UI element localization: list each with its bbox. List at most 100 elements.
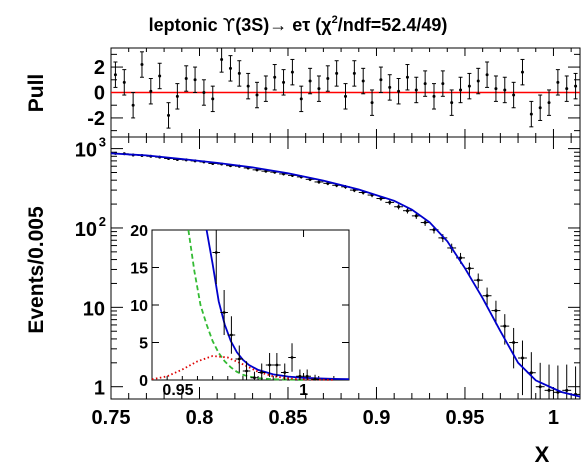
inset-point — [245, 369, 248, 373]
pull-point — [503, 88, 507, 92]
pull-point — [467, 84, 471, 88]
inset-curve-dashed — [187, 229, 304, 381]
pull-point — [476, 79, 480, 83]
main-point — [423, 221, 427, 225]
main-y-axis-label: Events/0.005 — [25, 206, 48, 334]
pull-point — [184, 77, 188, 81]
pull-point — [122, 80, 126, 84]
inset-x-tick-label: 1 — [299, 382, 308, 399]
pull-point — [352, 71, 356, 75]
pull-point — [423, 82, 427, 86]
main-y-tick-exponent: 2 — [99, 214, 106, 229]
pull-point — [131, 103, 135, 107]
pull-point — [211, 97, 215, 101]
inset-y-tick-label: 10 — [130, 298, 148, 315]
pull-point — [175, 94, 179, 98]
inset-curve-solid — [205, 229, 350, 380]
inset-y-tick-label: 15 — [130, 261, 148, 278]
main-y-tick-exponent: 3 — [99, 135, 106, 150]
main-point — [494, 309, 498, 313]
pull-point — [282, 80, 286, 84]
pull-point — [485, 73, 489, 77]
inset-x-tick-label: 0.95 — [162, 382, 193, 399]
main-x-tick-label: 1 — [548, 407, 559, 429]
pull-point — [167, 113, 171, 117]
pull-point — [264, 87, 268, 91]
main-point — [388, 200, 392, 204]
pull-y-tick-label: -2 — [87, 108, 105, 130]
inset-point — [230, 333, 233, 337]
pull-point — [432, 94, 436, 98]
inset-points — [212, 230, 319, 381]
pull-point — [344, 94, 347, 98]
pull-point — [494, 87, 498, 91]
inset-point — [222, 311, 226, 314]
main-x-tick-label: 0.85 — [269, 407, 308, 429]
main-point — [538, 385, 542, 389]
main-point — [317, 180, 321, 184]
main-x-tick-label: 0.9 — [363, 407, 391, 429]
pull-y-axis-label: Pull — [25, 74, 48, 113]
pull-point — [512, 93, 516, 97]
inset-point — [214, 251, 218, 254]
pull-point — [361, 79, 365, 83]
pull-point — [237, 71, 241, 75]
pull-point — [140, 63, 144, 67]
inset-point — [298, 374, 302, 378]
inset-point — [260, 371, 264, 374]
inset-point — [275, 363, 279, 367]
pull-point — [149, 89, 153, 93]
pull-point — [538, 106, 542, 110]
pull-point — [335, 71, 339, 75]
main-point — [547, 388, 551, 392]
pull-point — [397, 89, 401, 93]
main-point — [414, 214, 418, 218]
main-point — [476, 278, 480, 282]
pull-point — [556, 80, 560, 84]
pull-point — [370, 101, 374, 105]
pull-points — [113, 47, 578, 129]
pull-point — [158, 74, 162, 78]
inset-point — [283, 371, 287, 374]
pull-point — [441, 82, 445, 86]
inset-axis-ticks: 0 5 10 15 20 0.95 1 — [130, 223, 350, 399]
pull-point — [326, 77, 330, 81]
inset-point — [290, 356, 294, 359]
pull-point — [220, 57, 224, 61]
pull-point — [520, 70, 524, 74]
main-x-tick-label: 0.8 — [186, 407, 214, 429]
pull-point — [273, 75, 277, 79]
pull-point — [459, 88, 463, 92]
pull-point — [290, 70, 294, 74]
inset-panel: 0 5 10 15 20 0.95 1 — [130, 223, 350, 399]
pull-point — [529, 112, 533, 116]
pull-point — [414, 88, 418, 92]
pull-point — [574, 84, 578, 88]
main-point — [405, 209, 409, 213]
main-point — [467, 266, 471, 270]
inset-curves — [151, 229, 350, 381]
main-point — [397, 205, 401, 209]
main-x-axis-label: X — [535, 442, 550, 467]
main-point — [512, 341, 516, 345]
main-plot-frame — [110, 136, 581, 400]
inset-curve-dotted — [151, 355, 334, 381]
pull-point — [450, 101, 454, 105]
inset-y-tick-label: 5 — [139, 336, 148, 353]
main-fit-curve — [110, 152, 581, 398]
main-x-tick-label: 0.75 — [92, 407, 131, 429]
main-y-tick-label: 10 — [83, 298, 105, 320]
pull-point — [405, 75, 409, 79]
main-point — [529, 371, 533, 375]
inset-point — [253, 376, 256, 380]
pull-y-tick-label: 0 — [94, 83, 105, 105]
main-point — [520, 356, 524, 360]
pull-panel: -2 0 2 Pull — [25, 47, 581, 138]
main-point — [503, 324, 507, 328]
inset-y-tick-label: 20 — [130, 223, 148, 240]
inset-y-tick-label: 0 — [139, 373, 148, 390]
inset-point — [313, 377, 317, 381]
